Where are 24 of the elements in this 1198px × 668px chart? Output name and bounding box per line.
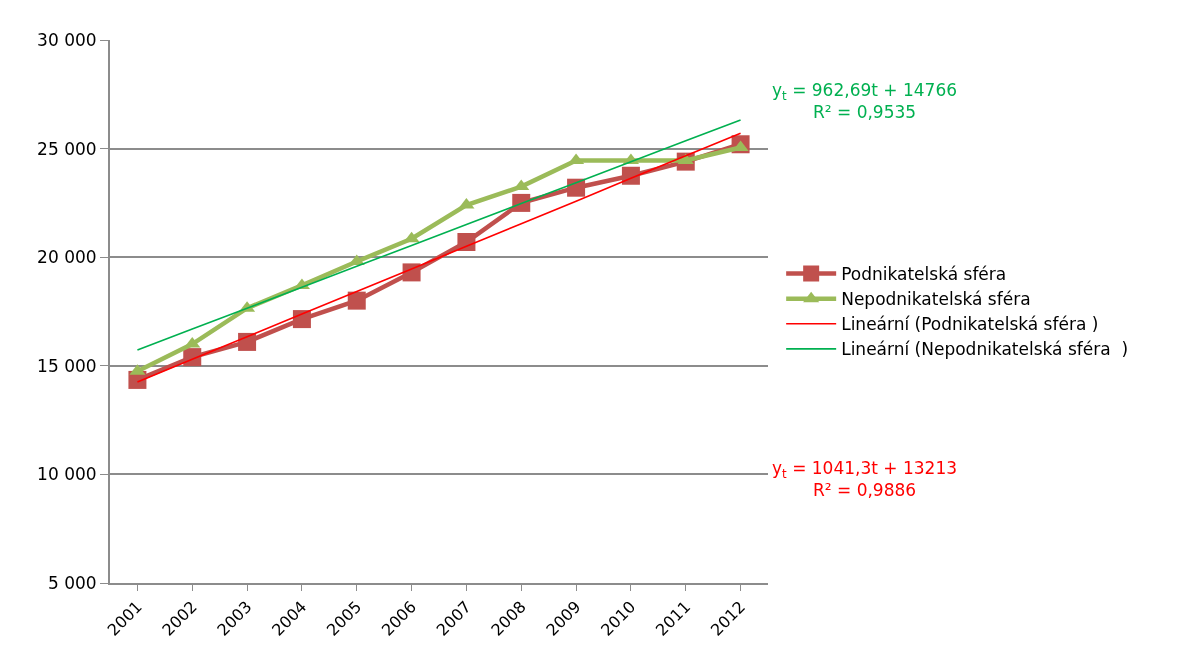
text: y$_{t}$ = 962,69t + 14766 R² = 0,9535 [772,80,958,123]
point [457,233,476,251]
y-tick-label: 25 000 [37,138,97,159]
line-series [136,119,742,351]
y-tick-label: 10 000 [37,464,97,485]
point [513,179,530,191]
text: y$_{t}$ = 1041,3t + 13213 R² = 0,9886 [772,458,958,501]
point [347,291,366,310]
point [238,332,257,351]
legend-label: Podnikatelská sféra [841,264,1007,285]
point [292,310,311,329]
legend-label: Lineární (Nepodnikatelská sféra ) [841,339,1129,360]
y-tick-label: 5 000 [47,572,97,593]
point [512,193,531,212]
legend-label: Nepodnikatelská sféra [841,289,1031,310]
point [402,263,421,282]
point [621,166,640,185]
point [568,153,585,165]
y-tick-label: 30 000 [37,29,97,50]
y-tick-label: 20 000 [37,247,97,268]
legend-label: Lineární (Podnikatelská sféra ) [841,314,1099,335]
y-tick-label: 15 000 [37,355,97,376]
point [677,153,694,165]
point [567,178,586,197]
